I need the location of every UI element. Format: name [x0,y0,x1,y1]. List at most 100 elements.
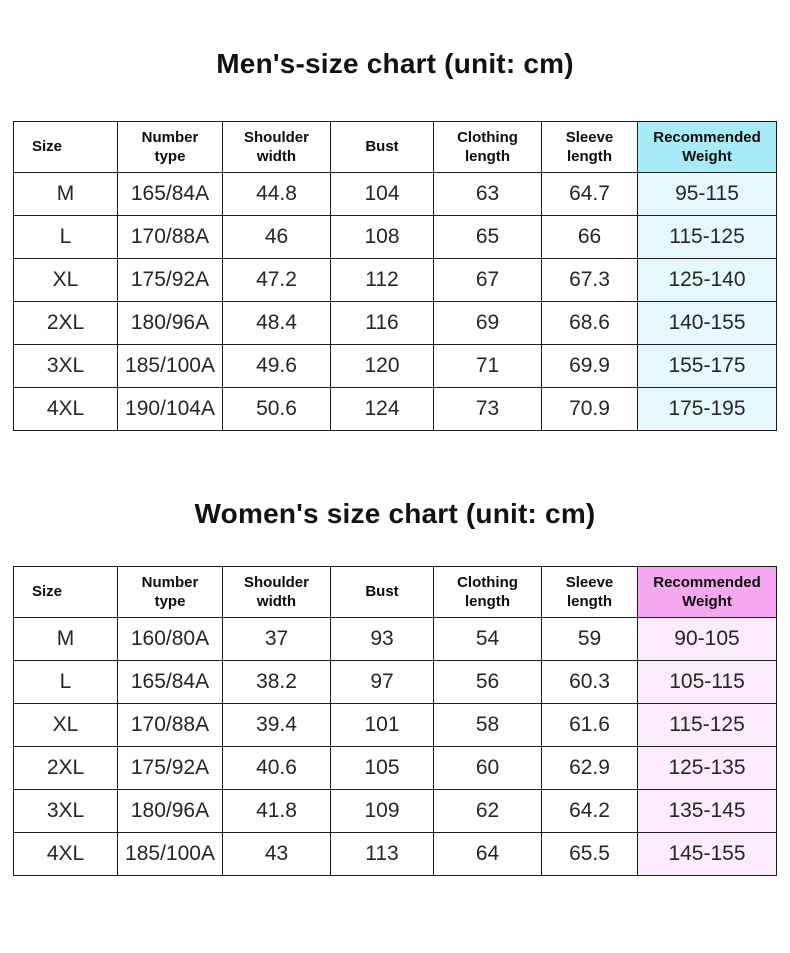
header-row: Size Number type Shoulder width Bust Clothin… [13,566,777,618]
cell: 180/96A [117,301,223,345]
header-row: Size Number type Shoulder width Bust Clothin… [13,121,777,173]
column-header-number-type: Number type [117,121,223,173]
cell: 93 [330,617,434,661]
cell: 50.6 [222,387,331,431]
cell: 116 [330,301,434,345]
cell: 54 [433,617,542,661]
cell: 63 [433,172,542,216]
column-header-number-type: Number type [117,566,223,618]
cell: 65 [433,215,542,259]
cell: 41.8 [222,789,331,833]
cell: 185/100A [117,344,223,388]
cell: 60.3 [541,660,638,704]
cell: 71 [433,344,542,388]
cell: 180/96A [117,789,223,833]
column-header-size: Size [13,566,118,618]
column-header-clothing-length: Clothing length [433,566,542,618]
column-header-bust: Bust [330,121,434,173]
cell: 67 [433,258,542,302]
cell: 48.4 [222,301,331,345]
cell: 2XL [13,301,118,345]
table-row: 3XL 180/96A 41.8 109 62 64.2 135-145 [13,789,777,833]
table-row: 3XL 185/100A 49.6 120 71 69.9 155-175 [13,344,777,388]
cell: 90-105 [637,617,777,661]
cell: 125-140 [637,258,777,302]
cell: 39.4 [222,703,331,747]
cell: 175/92A [117,258,223,302]
cell: 165/84A [117,660,223,704]
cell: 40.6 [222,746,331,790]
cell: 105 [330,746,434,790]
cell: 43 [222,832,331,876]
mens-size-table: Size Number type Shoulder width Bust Clothin… [13,121,777,431]
cell: 120 [330,344,434,388]
womens-chart-title: Women's size chart (unit: cm) [194,498,596,529]
cell: 175/92A [117,746,223,790]
cell: L [13,660,118,704]
cell: 101 [330,703,434,747]
cell: 124 [330,387,434,431]
cell: 113 [330,832,434,876]
table-row: XL 175/92A 47.2 112 67 67.3 125-140 [13,258,777,302]
cell: 73 [433,387,542,431]
column-header-sleeve-length: Sleeve length [541,121,638,173]
cell: 104 [330,172,434,216]
table-row: 4XL 185/100A 43 113 64 65.5 145-155 [13,832,777,876]
cell: 2XL [13,746,118,790]
cell: 115-125 [637,703,777,747]
table-row: M 160/80A 37 93 54 59 90-105 [13,617,777,661]
cell: 47.2 [222,258,331,302]
cell: 135-145 [637,789,777,833]
cell: 62 [433,789,542,833]
cell: 64.7 [541,172,638,216]
cell: 95-115 [637,172,777,216]
cell: 155-175 [637,344,777,388]
cell: 3XL [13,344,118,388]
cell: 62.9 [541,746,638,790]
column-header-recommended-weight: Recommended Weight [637,566,777,618]
cell: 105-115 [637,660,777,704]
cell: 67.3 [541,258,638,302]
cell: M [13,617,118,661]
cell: 60 [433,746,542,790]
table-row: 2XL 175/92A 40.6 105 60 62.9 125-135 [13,746,777,790]
column-header-size: Size [13,121,118,173]
cell: 66 [541,215,638,259]
cell: L [13,215,118,259]
cell: 109 [330,789,434,833]
cell: M [13,172,118,216]
table-row: 4XL 190/104A 50.6 124 73 70.9 175-195 [13,387,777,431]
column-header-shoulder-width: Shoulder width [222,566,331,618]
cell: 46 [222,215,331,259]
column-header-shoulder-width: Shoulder width [222,121,331,173]
cell: 115-125 [637,215,777,259]
cell: 49.6 [222,344,331,388]
column-header-clothing-length: Clothing length [433,121,542,173]
cell: 65.5 [541,832,638,876]
cell: 64 [433,832,542,876]
column-header-sleeve-length: Sleeve length [541,566,638,618]
cell: 37 [222,617,331,661]
cell: 61.6 [541,703,638,747]
cell: 4XL [13,387,118,431]
cell: 190/104A [117,387,223,431]
table-row: M 165/84A 44.8 104 63 64.7 95-115 [13,172,777,216]
cell: 170/88A [117,215,223,259]
cell: 97 [330,660,434,704]
cell: 170/88A [117,703,223,747]
cell: 125-135 [637,746,777,790]
cell: 64.2 [541,789,638,833]
cell: 145-155 [637,832,777,876]
column-header-bust: Bust [330,566,434,618]
cell: 3XL [13,789,118,833]
column-header-recommended-weight: Recommended Weight [637,121,777,173]
cell: 108 [330,215,434,259]
cell: 185/100A [117,832,223,876]
cell: XL [13,703,118,747]
cell: 4XL [13,832,118,876]
table-row: L 170/88A 46 108 65 66 115-125 [13,215,777,259]
cell: 175-195 [637,387,777,431]
cell: 58 [433,703,542,747]
cell: 56 [433,660,542,704]
cell: 68.6 [541,301,638,345]
